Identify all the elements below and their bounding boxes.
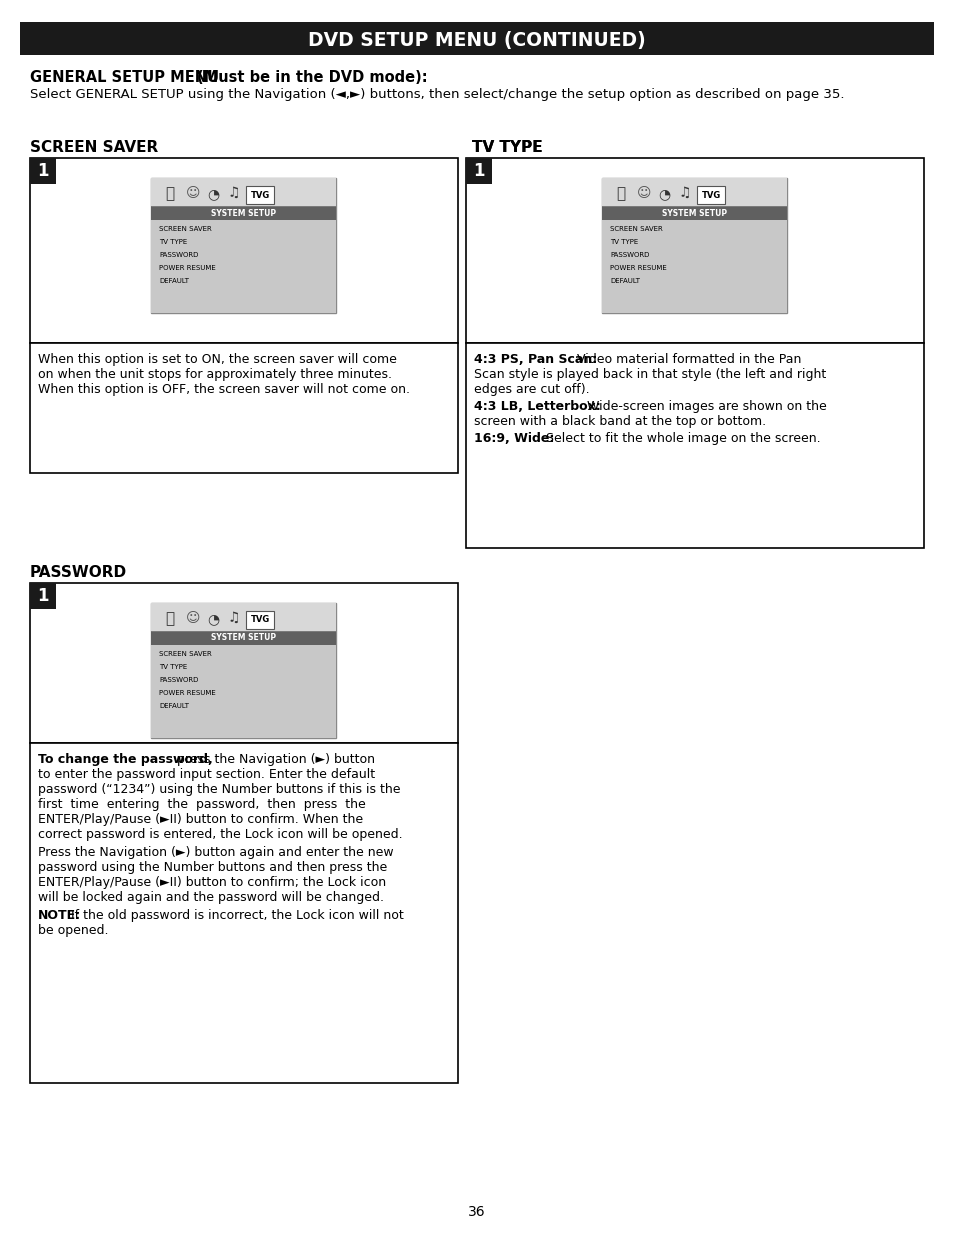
Text: ⎕: ⎕ — [165, 611, 173, 626]
Text: ♫: ♫ — [678, 186, 690, 200]
Bar — [602, 178, 786, 312]
Bar — [152, 206, 336, 220]
Text: To change the password,: To change the password, — [38, 753, 213, 766]
Text: DVD SETUP MENU (CONTINUED): DVD SETUP MENU (CONTINUED) — [308, 31, 645, 49]
Text: TV TYPE: TV TYPE — [159, 240, 188, 245]
Text: POWER RESUME: POWER RESUME — [610, 266, 666, 270]
Bar — [697, 186, 724, 204]
Bar — [152, 645, 336, 739]
Text: TV TYPE: TV TYPE — [610, 240, 639, 245]
Text: POWER RESUME: POWER RESUME — [159, 690, 216, 697]
Text: ☺: ☺ — [186, 611, 200, 625]
Text: When this option is set to ON, the screen saver will come: When this option is set to ON, the scree… — [38, 353, 396, 366]
Bar — [246, 611, 274, 629]
Text: 4:3 LB, Letterbox:: 4:3 LB, Letterbox: — [474, 400, 600, 412]
Bar — [152, 603, 336, 631]
Bar — [30, 158, 56, 184]
Bar — [465, 158, 923, 343]
Text: Video material formatted in the Pan: Video material formatted in the Pan — [573, 353, 801, 366]
Text: ◔: ◔ — [658, 186, 670, 201]
Text: SYSTEM SETUP: SYSTEM SETUP — [212, 634, 276, 642]
Text: SCREEN SAVER: SCREEN SAVER — [30, 140, 158, 156]
Text: Wide-screen images are shown on the: Wide-screen images are shown on the — [578, 400, 826, 412]
Bar — [30, 583, 457, 743]
Text: 1: 1 — [37, 162, 49, 180]
Text: (Must be in the DVD mode):: (Must be in the DVD mode): — [196, 70, 427, 85]
Text: press the Navigation (►) button: press the Navigation (►) button — [172, 753, 375, 766]
Text: 1: 1 — [473, 162, 484, 180]
Text: Press the Navigation (►) button again and enter the new: Press the Navigation (►) button again an… — [38, 846, 394, 860]
Text: POWER RESUME: POWER RESUME — [159, 266, 216, 270]
Text: on when the unit stops for approximately three minutes.: on when the unit stops for approximately… — [38, 368, 392, 382]
Text: ◔: ◔ — [207, 186, 219, 201]
Text: Scan style is played back in that style (the left and right: Scan style is played back in that style … — [474, 368, 825, 382]
Text: first  time  entering  the  password,  then  press  the: first time entering the password, then p… — [38, 798, 365, 811]
Text: be opened.: be opened. — [38, 924, 109, 937]
Text: password (“1234”) using the Number buttons if this is the: password (“1234”) using the Number butto… — [38, 783, 400, 797]
Text: SCREEN SAVER: SCREEN SAVER — [159, 651, 212, 657]
Text: PASSWORD: PASSWORD — [159, 252, 198, 258]
Text: PASSWORD: PASSWORD — [159, 677, 198, 683]
Bar — [30, 583, 56, 609]
Text: If the old password is incorrect, the Lock icon will not: If the old password is incorrect, the Lo… — [67, 909, 403, 923]
Bar — [152, 603, 336, 739]
Text: 1: 1 — [37, 587, 49, 605]
Text: correct password is entered, the Lock icon will be opened.: correct password is entered, the Lock ic… — [38, 827, 402, 841]
Text: DEFAULT: DEFAULT — [159, 703, 190, 709]
Bar — [602, 178, 786, 206]
Text: Select GENERAL SETUP using the Navigation (◄,►) buttons, then select/change the : Select GENERAL SETUP using the Navigatio… — [30, 88, 843, 101]
Text: ENTER/Play/Pause (►II) button to confirm. When the: ENTER/Play/Pause (►II) button to confirm… — [38, 813, 363, 826]
Text: will be locked again and the password will be changed.: will be locked again and the password wi… — [38, 890, 384, 904]
Bar — [20, 22, 933, 56]
Bar — [152, 178, 336, 312]
Bar — [152, 220, 336, 312]
Text: ♫: ♫ — [227, 611, 239, 625]
Text: ◔: ◔ — [207, 613, 219, 626]
Bar — [152, 178, 336, 206]
Text: TV TYPE: TV TYPE — [472, 140, 542, 156]
Text: NOTE:: NOTE: — [38, 909, 81, 923]
Text: ⎕: ⎕ — [616, 186, 624, 201]
Text: ☺: ☺ — [637, 186, 651, 200]
Text: When this option is OFF, the screen saver will not come on.: When this option is OFF, the screen save… — [38, 383, 410, 396]
Text: PASSWORD: PASSWORD — [610, 252, 649, 258]
Text: TVG: TVG — [251, 190, 270, 200]
Text: TVG: TVG — [251, 615, 270, 625]
Text: edges are cut off).: edges are cut off). — [474, 383, 589, 396]
Text: TV TYPE: TV TYPE — [159, 664, 188, 671]
Text: 36: 36 — [468, 1205, 485, 1219]
Text: to enter the password input section. Enter the default: to enter the password input section. Ent… — [38, 768, 375, 781]
Text: SCREEN SAVER: SCREEN SAVER — [610, 226, 662, 232]
Text: ENTER/Play/Pause (►II) button to confirm; the Lock icon: ENTER/Play/Pause (►II) button to confirm… — [38, 876, 386, 889]
Text: ☺: ☺ — [186, 186, 200, 200]
Bar — [465, 343, 923, 548]
Bar — [602, 206, 786, 220]
Text: 4:3 PS, Pan Scan:: 4:3 PS, Pan Scan: — [474, 353, 597, 366]
Text: ♫: ♫ — [227, 186, 239, 200]
Text: TV TYPE: TV TYPE — [472, 140, 542, 156]
Bar — [152, 631, 336, 645]
Bar — [602, 220, 786, 312]
Bar — [30, 743, 457, 1083]
Text: 16:9, Wide:: 16:9, Wide: — [474, 432, 554, 445]
Text: GENERAL SETUP MENU: GENERAL SETUP MENU — [30, 70, 224, 85]
Text: SYSTEM SETUP: SYSTEM SETUP — [212, 209, 276, 217]
Text: password using the Number buttons and then press the: password using the Number buttons and th… — [38, 861, 387, 874]
Bar — [465, 158, 492, 184]
Text: Select to fit the whole image on the screen.: Select to fit the whole image on the scr… — [537, 432, 821, 445]
Text: ⎕: ⎕ — [165, 186, 173, 201]
Text: screen with a black band at the top or bottom.: screen with a black band at the top or b… — [474, 415, 765, 429]
Text: SYSTEM SETUP: SYSTEM SETUP — [661, 209, 727, 217]
Text: PASSWORD: PASSWORD — [30, 564, 127, 580]
Text: DEFAULT: DEFAULT — [610, 278, 639, 284]
Text: TVG: TVG — [701, 190, 720, 200]
Bar — [246, 186, 274, 204]
Bar — [30, 343, 457, 473]
Text: DEFAULT: DEFAULT — [159, 278, 190, 284]
Bar — [30, 158, 457, 343]
Text: SCREEN SAVER: SCREEN SAVER — [159, 226, 212, 232]
